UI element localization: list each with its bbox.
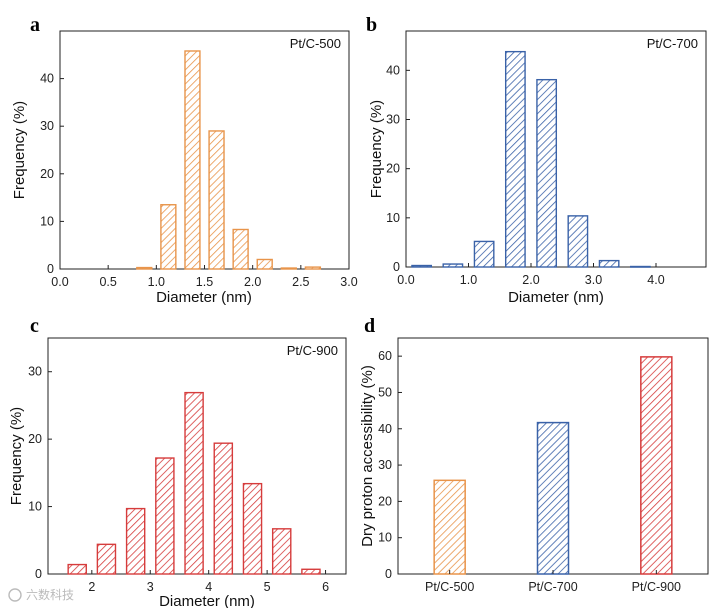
y-tick-label: 20: [378, 494, 392, 508]
y-tick-label: 10: [28, 500, 42, 514]
histogram-bar: [136, 266, 153, 270]
histogram-bar: [280, 267, 297, 270]
y-tick-label: 60: [378, 349, 392, 363]
x-tick-label: 2.0: [244, 275, 261, 289]
sample-label-c: Pt/C-900: [287, 343, 338, 358]
y-tick-label: 0: [385, 567, 392, 581]
x-axis-title-a: Diameter (nm): [156, 289, 252, 306]
y-tick-label: 0: [393, 260, 400, 274]
x-tick-label: 6: [322, 580, 329, 594]
sample-label-a: Pt/C-500: [290, 36, 341, 51]
histogram-bar: [271, 528, 292, 575]
histogram-bar: [232, 228, 249, 270]
y-tick-label: 0: [35, 567, 42, 581]
bar-pt-c-500: [433, 479, 466, 575]
watermark-text: 六数科技: [26, 587, 74, 602]
x-tick-label: 0.0: [51, 275, 68, 289]
histogram-bar: [304, 266, 322, 270]
x-tick-label: 0.0: [397, 273, 414, 287]
watermark-logo-icon: [8, 588, 22, 602]
histogram-bar: [567, 215, 589, 268]
x-tick-label: Pt/C-900: [632, 580, 681, 594]
y-tick-label: 40: [386, 63, 400, 77]
x-tick-label: 1.0: [460, 273, 477, 287]
histogram-bar: [184, 50, 201, 270]
plot-frame-a: [59, 30, 350, 270]
histogram-panel-b: b Pt/C-700 Diameter (nm) Frequency (%) 0…: [366, 14, 707, 306]
panel-letter-c: c: [30, 315, 39, 337]
x-axis-title-b: Diameter (nm): [508, 289, 604, 306]
histogram-bar: [242, 482, 263, 575]
x-tick-label: 2.5: [292, 275, 309, 289]
x-tick-label: 3: [147, 580, 154, 594]
panel-letter-a: a: [30, 14, 40, 36]
histogram-bar: [598, 259, 620, 268]
y-tick-label: 20: [28, 432, 42, 446]
x-tick-label: 1.5: [196, 275, 213, 289]
y-tick-label: 30: [378, 458, 392, 472]
histogram-bar: [473, 240, 495, 268]
y-tick-label: 30: [28, 365, 42, 379]
y-tick-label: 20: [40, 167, 54, 181]
histogram-bar: [125, 507, 146, 575]
y-tick-label: 0: [47, 262, 54, 276]
panel-letter-b: b: [366, 14, 377, 36]
x-tick-label: Pt/C-700: [528, 580, 577, 594]
histogram-bar: [213, 442, 234, 575]
y-tick-label: 10: [378, 531, 392, 545]
histogram-bar: [155, 457, 175, 575]
x-tick-label: 0.5: [99, 275, 116, 289]
x-tick-label: 2: [88, 580, 95, 594]
histogram-bar: [184, 391, 204, 575]
histogram-bar: [442, 263, 464, 268]
x-tick-label: 1.0: [148, 275, 165, 289]
bar-panel-d: d Dry proton accessibility (%) 0 10 20 30 40…: [359, 315, 709, 594]
x-tick-label: 5: [264, 580, 271, 594]
x-tick-label: Pt/C-500: [425, 580, 474, 594]
panel-letter-d: d: [364, 315, 375, 337]
x-tick-label: 3.0: [585, 273, 602, 287]
histogram-bar: [536, 78, 558, 268]
histogram-bar: [208, 130, 225, 270]
histogram-bar: [629, 265, 651, 268]
x-tick-label: 4: [205, 580, 212, 594]
y-tick-label: 10: [40, 214, 54, 228]
histogram-panel-a: a Pt/C-500 Diameter (nm) Frequency (%) 0…: [11, 14, 358, 306]
y-axis-title-b: Frequency (%): [368, 100, 385, 198]
y-axis-title-d: Dry proton accessibility (%): [359, 365, 376, 547]
y-tick-label: 40: [378, 422, 392, 436]
histogram-bar: [67, 563, 87, 575]
bar-pt-c-700: [536, 421, 570, 575]
watermark: 六数科技: [8, 587, 74, 602]
histogram-bar: [256, 258, 273, 270]
y-tick-label: 20: [386, 162, 400, 176]
histogram-bar: [96, 543, 117, 575]
y-tick-label: 30: [386, 113, 400, 127]
y-tick-label: 30: [40, 119, 54, 133]
histogram-bar: [411, 264, 433, 268]
x-axis-title-c: Diameter (nm): [159, 593, 255, 608]
x-tick-label: 4.0: [647, 273, 664, 287]
histogram-bar: [301, 568, 321, 575]
y-tick-label: 40: [40, 72, 54, 86]
histogram-bar: [504, 50, 526, 268]
y-axis-title-a: Frequency (%): [11, 101, 28, 199]
y-axis-title-c: Frequency (%): [8, 407, 25, 505]
histogram-bar: [160, 204, 177, 270]
y-tick-label: 10: [386, 211, 400, 225]
sample-label-b: Pt/C-700: [647, 36, 698, 51]
y-tick-label: 50: [378, 385, 392, 399]
histogram-panel-c: c Pt/C-900 Diameter (nm) Frequency (%) 0…: [8, 315, 347, 608]
x-tick-label: 3.0: [340, 275, 357, 289]
x-tick-label: 2.0: [522, 273, 539, 287]
bar-pt-c-900: [640, 356, 673, 575]
